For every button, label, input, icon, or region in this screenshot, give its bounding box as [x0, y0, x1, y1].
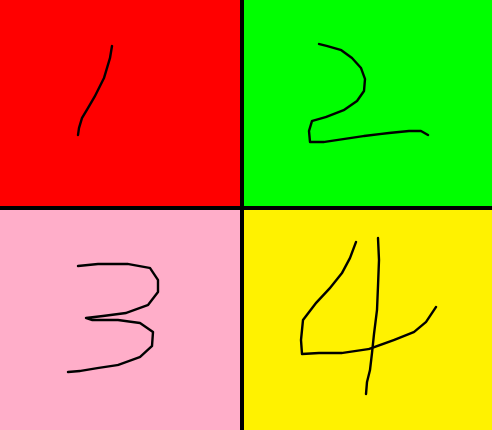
handwritten-digit-2	[307, 42, 430, 144]
handwritten-digit-4	[299, 236, 438, 396]
red-quadrant: 1	[0, 0, 240, 206]
pink-quadrant: 3	[0, 210, 240, 430]
green-quadrant: 2	[244, 0, 492, 206]
handwritten-digit-3	[66, 262, 160, 374]
handwritten-digit-1	[76, 44, 114, 137]
yellow-quadrant: 4	[244, 210, 492, 430]
